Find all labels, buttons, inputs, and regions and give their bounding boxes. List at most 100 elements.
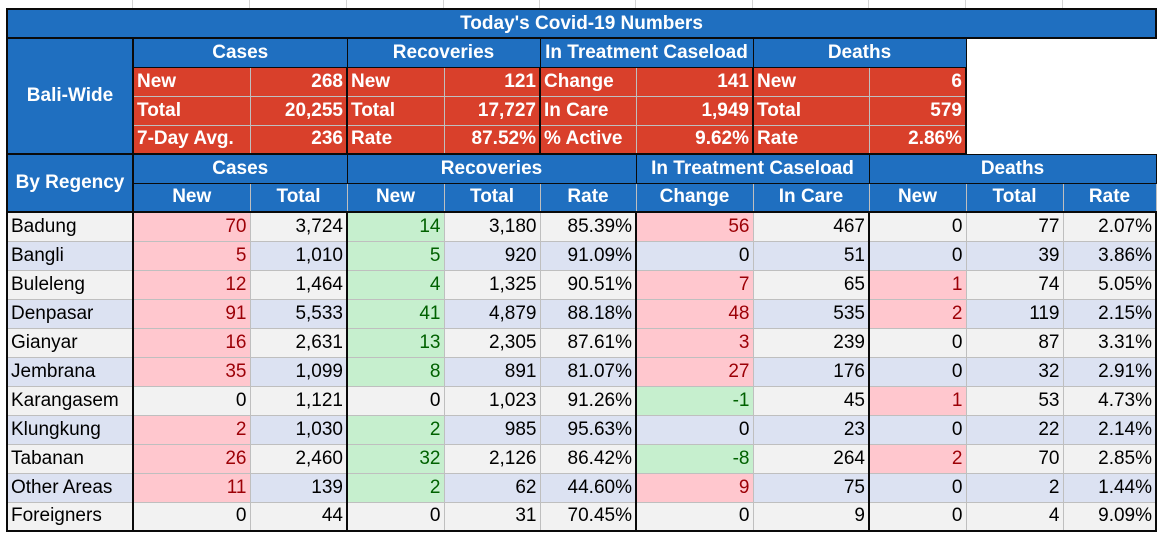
regency-name[interactable]: Badung [6,211,134,242]
regency-value[interactable]: 41 [346,298,445,329]
regency-value[interactable]: 75 [752,472,870,503]
regency-name[interactable]: Bangli [6,240,134,271]
regency-value[interactable]: 88.18% [539,298,637,329]
regency-value[interactable]: 0 [868,211,967,242]
regency-value[interactable]: 5 [132,240,251,271]
regency-value[interactable]: 0 [635,501,754,532]
bali-wide-group-header[interactable]: Recoveries [346,37,541,68]
regency-value[interactable]: 81.07% [539,356,637,387]
regency-value[interactable]: 1,099 [249,356,348,387]
regency-name[interactable]: Tabanan [6,443,134,474]
bali-wide-label-cell[interactable]: Rate [752,124,870,155]
regency-value[interactable]: 2.14% [1062,414,1158,445]
column-header[interactable]: New [132,182,251,213]
regency-value[interactable]: 2 [868,298,967,329]
regency-value[interactable]: 0 [868,472,967,503]
bali-wide-label-cell[interactable]: New [752,66,870,97]
regency-value[interactable]: 48 [635,298,754,329]
column-header[interactable]: Total [249,182,348,213]
regency-value[interactable]: 8 [346,356,445,387]
regency-value[interactable]: 0 [635,240,754,271]
bali-wide-group-header[interactable]: In Treatment Caseload [539,37,754,68]
regency-group-header[interactable]: Deaths [868,153,1157,184]
regency-value[interactable]: 1,010 [249,240,348,271]
bali-wide-value-cell[interactable]: 141 [635,66,754,97]
bali-wide-label[interactable]: Bali-Wide [6,37,134,155]
bali-wide-value-cell[interactable]: 87.52% [443,124,541,155]
regency-value[interactable]: 1,464 [249,269,348,300]
regency-value[interactable]: 2,460 [249,443,348,474]
regency-value[interactable]: 2,126 [443,443,541,474]
regency-value[interactable]: 86.42% [539,443,637,474]
bali-wide-label-cell[interactable]: New [132,66,251,97]
column-header[interactable]: Change [635,182,754,213]
regency-value[interactable]: 2 [346,414,445,445]
regency-value[interactable]: 239 [752,327,870,358]
bali-wide-label-cell[interactable]: In Care [539,95,637,126]
regency-value[interactable]: 2 [132,414,251,445]
bali-wide-value-cell[interactable]: 20,255 [249,95,348,126]
bali-wide-label-cell[interactable]: 7-Day Avg. [132,124,251,155]
regency-value[interactable]: 9.09% [1062,501,1158,532]
regency-value[interactable]: 31 [443,501,541,532]
regency-value[interactable]: 3,724 [249,211,348,242]
regency-value[interactable]: 2,631 [249,327,348,358]
bali-wide-label-cell[interactable]: Change [539,66,637,97]
regency-value[interactable]: 119 [965,298,1064,329]
regency-value[interactable]: 12 [132,269,251,300]
regency-value[interactable]: 0 [346,501,445,532]
bali-wide-label-cell[interactable]: % Active [539,124,637,155]
regency-value[interactable]: 95.63% [539,414,637,445]
regency-value[interactable]: 3,180 [443,211,541,242]
regency-value[interactable]: 70 [132,211,251,242]
regency-value[interactable]: 22 [965,414,1064,445]
regency-value[interactable]: 2,305 [443,327,541,358]
regency-value[interactable]: 0 [132,385,251,416]
regency-value[interactable]: 1.44% [1062,472,1158,503]
regency-value[interactable]: 5.05% [1062,269,1158,300]
bali-wide-label-cell[interactable]: New [346,66,445,97]
bali-wide-value-cell[interactable]: 121 [443,66,541,97]
bali-wide-value-cell[interactable]: 6 [868,66,967,97]
regency-value[interactable]: 1,023 [443,385,541,416]
regency-value[interactable]: 62 [443,472,541,503]
regency-name[interactable]: Jembrana [6,356,134,387]
regency-value[interactable]: 4 [965,501,1064,532]
regency-value[interactable]: 467 [752,211,870,242]
regency-value[interactable]: 3.86% [1062,240,1158,271]
regency-value[interactable]: 32 [346,443,445,474]
regency-value[interactable]: 70.45% [539,501,637,532]
regency-value[interactable]: 0 [868,327,967,358]
regency-value[interactable]: 5 [346,240,445,271]
regency-value[interactable]: 91 [132,298,251,329]
regency-value[interactable]: 70 [965,443,1064,474]
regency-value[interactable]: 27 [635,356,754,387]
regency-value[interactable]: 3.31% [1062,327,1158,358]
regency-name[interactable]: Gianyar [6,327,134,358]
regency-value[interactable]: 35 [132,356,251,387]
bali-wide-value-cell[interactable]: 2.86% [868,124,967,155]
bali-wide-group-header[interactable]: Cases [132,37,348,68]
regency-value[interactable]: 0 [868,356,967,387]
bali-wide-value-cell[interactable]: 236 [249,124,348,155]
regency-name[interactable]: Klungkung [6,414,134,445]
regency-value[interactable]: 32 [965,356,1064,387]
regency-value[interactable]: 1,121 [249,385,348,416]
regency-value[interactable]: 44.60% [539,472,637,503]
column-header[interactable]: Rate [1062,182,1157,213]
bali-wide-label-cell[interactable]: Total [752,95,870,126]
column-header[interactable]: In Care [752,182,870,213]
regency-value[interactable]: 45 [752,385,870,416]
regency-value[interactable]: 65 [752,269,870,300]
by-regency-label[interactable]: By Regency [6,153,134,213]
regency-value[interactable]: 11 [132,472,251,503]
bali-wide-value-cell[interactable]: 268 [249,66,348,97]
regency-value[interactable]: 3 [635,327,754,358]
regency-value[interactable]: 4.73% [1062,385,1158,416]
regency-value[interactable]: 7 [635,269,754,300]
regency-group-header[interactable]: Recoveries [346,153,637,184]
bali-wide-group-header[interactable]: Deaths [752,37,967,68]
regency-value[interactable]: -1 [635,385,754,416]
regency-value[interactable]: 13 [346,327,445,358]
regency-value[interactable]: 2.85% [1062,443,1158,474]
